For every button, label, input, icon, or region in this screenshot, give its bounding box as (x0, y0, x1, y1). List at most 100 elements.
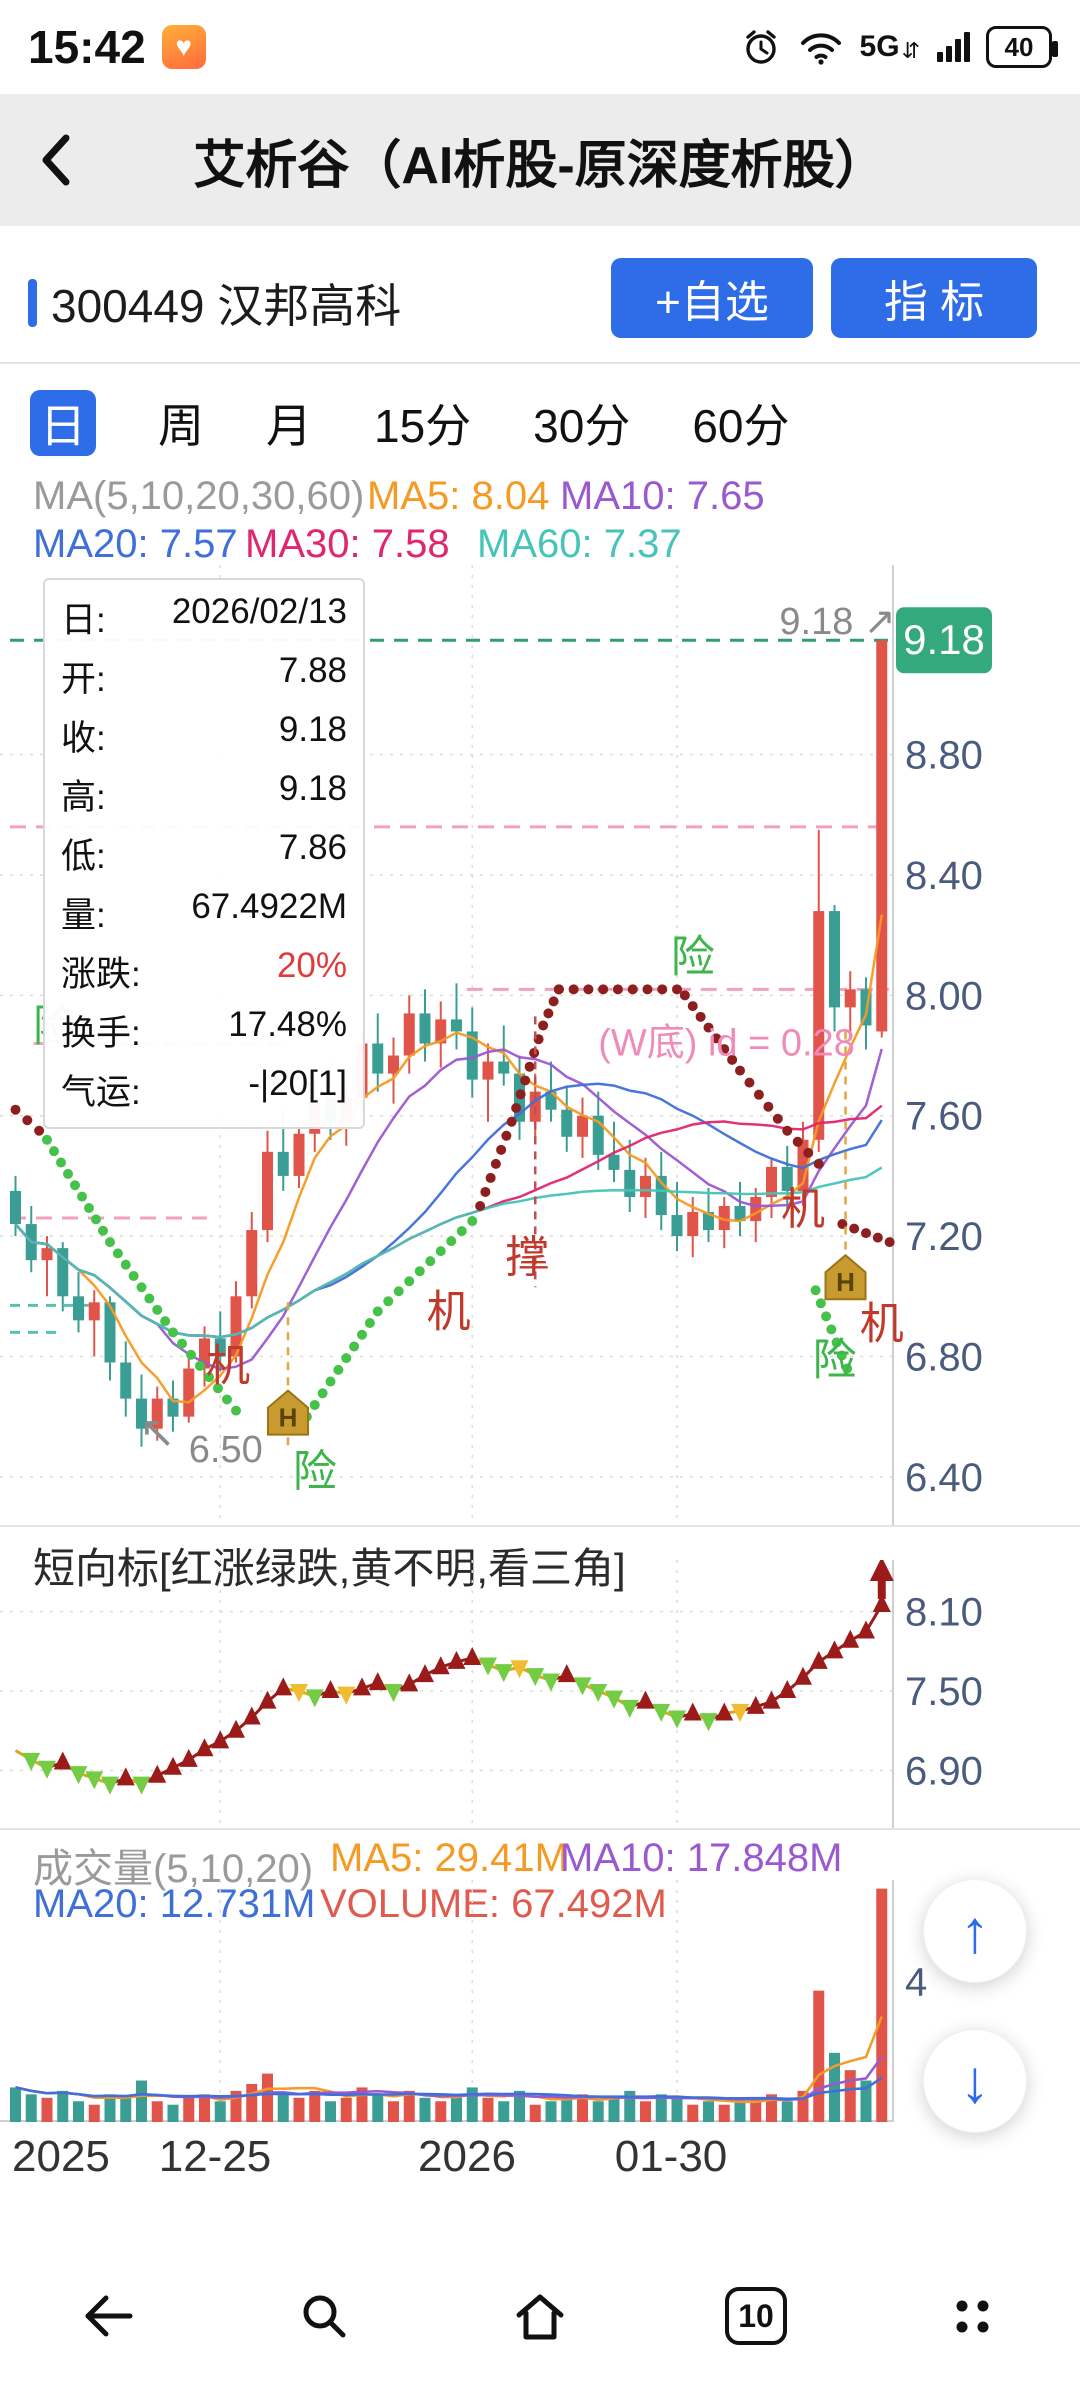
svg-text:4: 4 (905, 1961, 927, 2005)
svg-text:(W底) id = 0.28: (W底) id = 0.28 (598, 1023, 855, 1065)
volume-ma10-legend: MA10: 17.848M (560, 1836, 843, 1880)
svg-text:6.40: 6.40 (905, 1456, 983, 1500)
scroll-down-button[interactable]: ↓ (923, 2029, 1027, 2133)
status-bar: 15:42 ♥ 5G ⇵ (0, 0, 1080, 94)
ma60-legend: MA60: 7.37 (477, 522, 682, 566)
tab-60min[interactable]: 60分 (692, 400, 790, 452)
tooltip-row: 高: 9.18 (61, 769, 347, 817)
tooltip-row: 开: 7.88 (61, 651, 347, 699)
svg-text:↖: ↖ (139, 1408, 176, 1457)
clock-time: 15:42 (28, 21, 146, 73)
add-watchlist-button[interactable]: +自选 (611, 258, 813, 338)
svg-text:8.40: 8.40 (905, 854, 983, 898)
bottom-nav: 10 (0, 2232, 1080, 2400)
network-indicator: 5G ⇵ (860, 30, 920, 64)
network-type-label: 5G (859, 30, 900, 63)
divider (0, 1828, 1080, 1830)
nav-menu-button[interactable] (912, 2256, 1032, 2376)
volume-ma5-legend: MA5: 29.41M (330, 1836, 568, 1880)
tooltip-row: 涨跌: 20% (61, 946, 347, 994)
divider (0, 1525, 1080, 1527)
nav-search-button[interactable] (264, 2256, 384, 2376)
svg-text:机: 机 (206, 1342, 250, 1391)
accent-bar (28, 279, 37, 327)
x-axis-label: 12-25 (158, 2132, 272, 2181)
svg-text:9.18: 9.18 (903, 616, 985, 663)
svg-text:7.20: 7.20 (905, 1215, 983, 1259)
svg-text:6.90: 6.90 (905, 1749, 983, 1793)
stock-code-name: 300449 汉邦高科 (51, 280, 402, 332)
heart-sticker-icon: ♥ (161, 25, 206, 69)
data-arrows-icon: ⇵ (901, 38, 920, 63)
stock-title: 300449 汉邦高科 (28, 270, 401, 336)
tab-month[interactable]: 月 (266, 400, 312, 452)
svg-text:机: 机 (781, 1185, 825, 1234)
svg-text:6.80: 6.80 (905, 1335, 983, 1379)
svg-text:7.50: 7.50 (905, 1670, 983, 1714)
tooltip-row: 换手: 17.48% (61, 1005, 347, 1053)
nav-tabs-button[interactable]: 10 (696, 2256, 816, 2376)
svg-text:险: 险 (671, 932, 715, 981)
svg-text:险: 险 (293, 1447, 337, 1496)
ma-legend-title: MA(5,10,20,30,60) (33, 474, 365, 518)
svg-text:H: H (279, 1403, 298, 1433)
app-header: 艾析谷（AI析股-原深度析股） (0, 94, 1080, 226)
tooltip-row: 收: 9.18 (61, 710, 347, 758)
scroll-up-button[interactable]: ↑ (923, 1879, 1027, 1983)
svg-text:8.80: 8.80 (905, 734, 983, 778)
nav-back-button[interactable] (48, 2256, 168, 2376)
tooltip-row: 日: 2026/02/13 (61, 592, 347, 640)
divider (0, 362, 1080, 364)
ma20-legend: MA20: 7.57 (33, 522, 238, 566)
x-axis: 2025 12-25 2026 01-30 (0, 2132, 1080, 2184)
svg-text:8.00: 8.00 (905, 974, 983, 1018)
status-right: 5G ⇵ 40 (740, 26, 1058, 68)
x-axis-label: 2025 (12, 2132, 110, 2181)
svg-text:撑: 撑 (505, 1233, 549, 1282)
svg-text:险: 险 (813, 1336, 857, 1385)
nav-home-button[interactable] (480, 2256, 600, 2376)
alarm-clock-icon (745, 30, 776, 64)
ma10-legend: MA10: 7.65 (560, 474, 765, 518)
tab-30min[interactable]: 30分 (533, 400, 631, 452)
tab-week[interactable]: 周 (158, 400, 204, 452)
indicator-button[interactable]: 指 标 (831, 258, 1037, 338)
ma5-legend: MA5: 8.04 (367, 474, 550, 518)
svg-text:6.50: 6.50 (189, 1429, 263, 1471)
volume-chart[interactable]: 4 (0, 1880, 1080, 2122)
wifi-icon (800, 33, 841, 65)
page-title: 艾析谷（AI析股-原深度析股） (193, 136, 887, 195)
tab-day[interactable]: 日 (30, 390, 96, 456)
back-button[interactable] (36, 130, 76, 190)
stock-bar: 300449 汉邦高科 +自选 指 标 (0, 250, 1080, 350)
timeframe-tabs: 日 周 月 15分 30分 60分 (30, 388, 790, 458)
battery-indicator: 40 (986, 26, 1058, 68)
tab-15min[interactable]: 15分 (374, 400, 472, 452)
tooltip-row: 低: 7.86 (61, 828, 347, 876)
signal-bars-icon (937, 32, 970, 62)
tab-counter: 10 (725, 2287, 787, 2345)
ohlc-tooltip: 日: 2026/02/13 开: 7.88 收: 9.18 高: 9.18 低: 7.86 量: 67… (43, 578, 365, 1129)
battery-level: 40 (1004, 31, 1034, 62)
svg-text:9.18 ↗: 9.18 ↗ (779, 601, 895, 643)
x-axis-label: 2026 (418, 2132, 516, 2181)
candlestick-chart[interactable]: HH险机险机撑险机险机(W底) id = 0.286.50↖9.18 ↗8.80… (0, 565, 1080, 1525)
volume-legend-title: 成交量(5,10,20) (33, 1847, 314, 1891)
x-axis-label: 01-30 (614, 2132, 728, 2181)
svg-text:机: 机 (427, 1287, 471, 1336)
search-icon (303, 2295, 346, 2338)
back-arrow-icon (85, 2295, 133, 2337)
svg-text:机: 机 (860, 1299, 904, 1348)
tooltip-row: 气运: -|20[1] (61, 1064, 347, 1112)
ma30-legend: MA30: 7.58 (245, 522, 450, 566)
svg-text:7.60: 7.60 (905, 1095, 983, 1139)
battery-nub (1052, 41, 1058, 57)
svg-text:8.10: 8.10 (905, 1591, 983, 1635)
more-dots-icon (956, 2300, 989, 2333)
short-indicator-label: 短向标[红涨绿跌,黄不明,看三角] (33, 1545, 626, 1592)
home-icon (516, 2294, 564, 2340)
short-indicator-chart[interactable]: 8.10 7.50 6.90 (0, 1560, 1080, 1830)
svg-text:H: H (836, 1267, 855, 1297)
tooltip-row: 量: 67.4922M (61, 887, 347, 935)
